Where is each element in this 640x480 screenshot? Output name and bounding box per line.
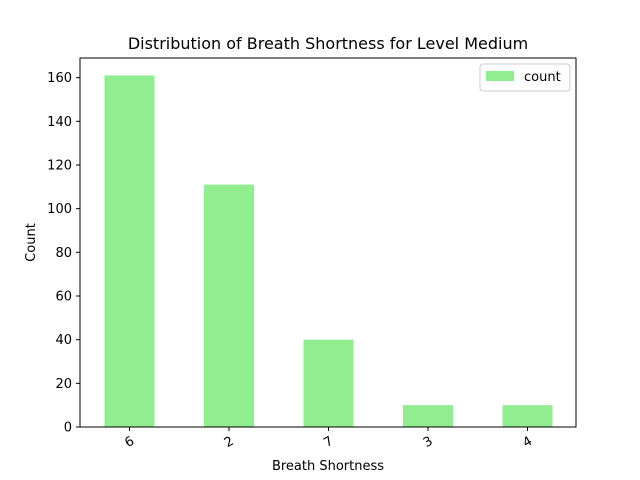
y-tick-label-120: 120 <box>47 158 72 173</box>
y-tick-label-60: 60 <box>55 289 72 304</box>
bars-group <box>104 75 553 427</box>
y-tick-label-20: 20 <box>55 377 72 392</box>
chart-title: Distribution of Breath Shortness for Lev… <box>128 34 528 53</box>
bar-7 <box>303 339 354 427</box>
y-tick-label-0: 0 <box>64 421 72 436</box>
y-tick-label-100: 100 <box>47 202 72 217</box>
y-tick-label-40: 40 <box>55 333 72 348</box>
legend-box <box>479 63 571 92</box>
x-axis-label: Breath Shortness <box>272 459 384 474</box>
bar-6 <box>104 75 155 427</box>
legend-label: count <box>524 70 561 85</box>
y-tick-label-140: 140 <box>47 115 72 130</box>
bar-4 <box>502 405 553 427</box>
y-tick-label-80: 80 <box>55 246 72 261</box>
y-axis-label: Count <box>24 223 39 262</box>
legend-swatch <box>486 71 514 81</box>
y-tick-label-160: 160 <box>47 71 72 86</box>
bar-3 <box>403 405 453 427</box>
legend: count <box>479 63 571 92</box>
bar-2 <box>204 184 254 427</box>
y-axis: 0 20 40 60 80 100 120 140 160 <box>47 71 80 436</box>
